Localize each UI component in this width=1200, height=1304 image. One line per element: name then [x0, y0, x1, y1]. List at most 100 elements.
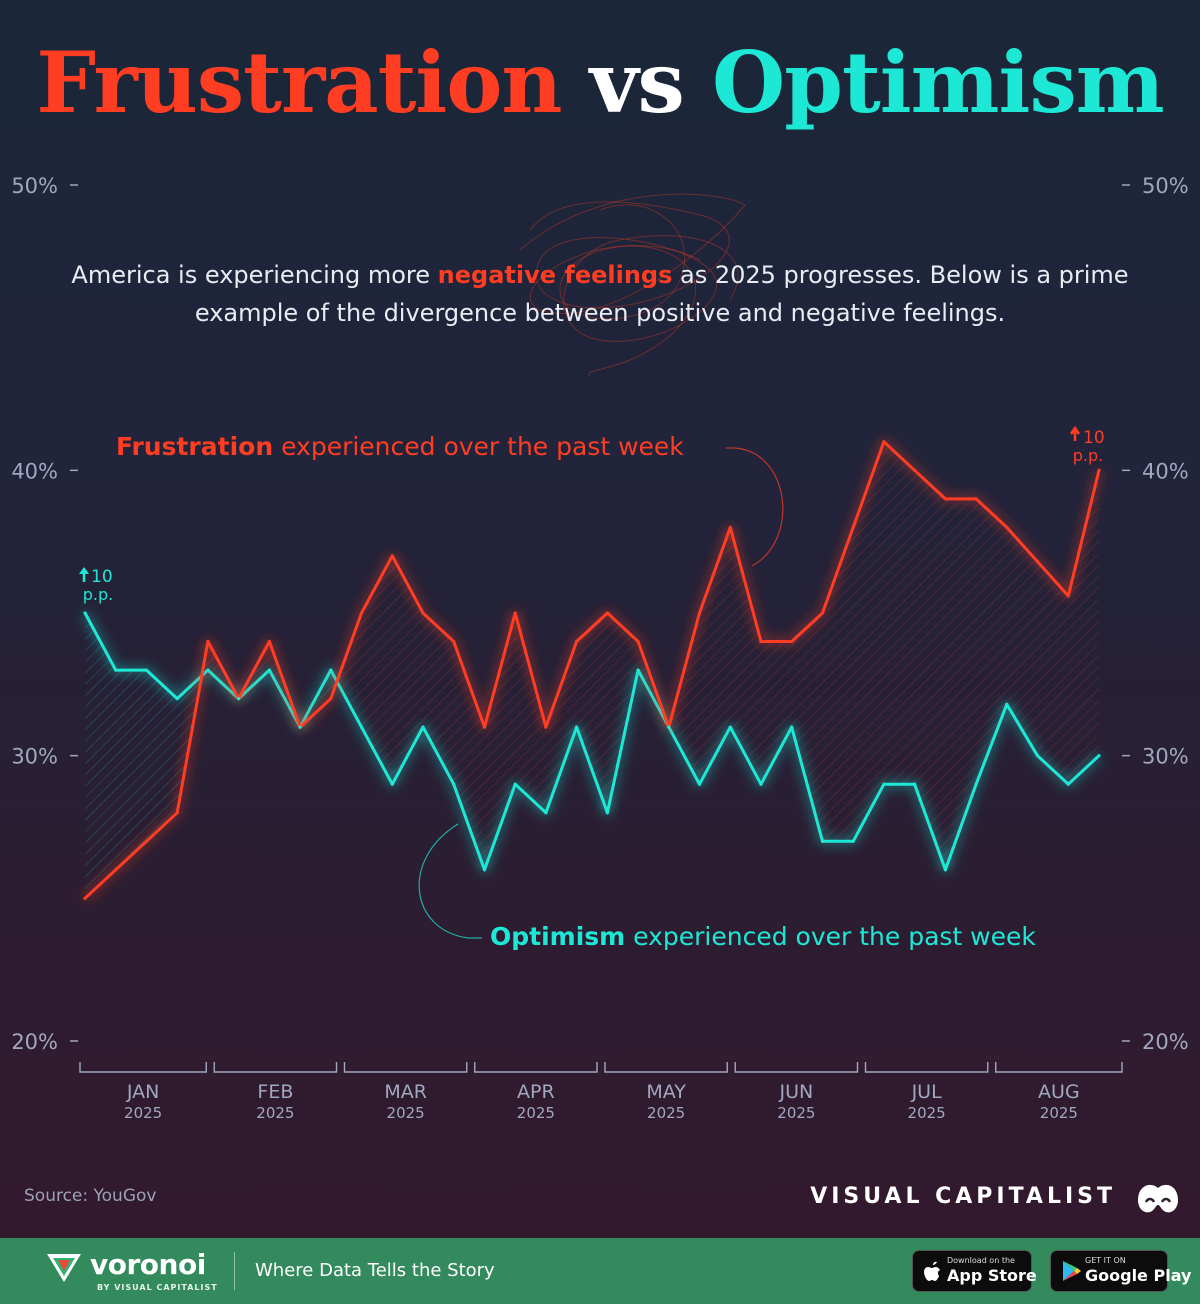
chart-subtitle: America is experiencing more negative fe…	[60, 256, 1140, 332]
data-point-frustration	[1005, 525, 1009, 530]
data-point-frustration	[605, 611, 609, 615]
month-year-label: 2025	[908, 1104, 946, 1122]
month-bracket	[995, 1062, 1123, 1073]
subtitle-highlight: negative feelings	[437, 261, 673, 289]
source-note: Source: YouGov	[24, 1186, 157, 1206]
month-label: FEB	[257, 1081, 293, 1103]
data-point-frustration	[790, 639, 794, 644]
frustration-change-annotation: 10 p.p.	[1070, 426, 1105, 465]
data-point-frustration	[359, 611, 364, 615]
x-axis-months: JAN2025FEB2025MAR2025APR2025MAY2025JUN20…	[79, 1062, 1123, 1122]
data-point-frustration	[267, 639, 271, 644]
svg-text:p.p.: p.p.	[83, 585, 113, 604]
data-point-optimism	[421, 725, 425, 729]
data-point-frustration	[329, 697, 333, 701]
data-point-optimism	[452, 782, 456, 786]
y-tick-label-left: 40%	[11, 459, 58, 483]
data-point-frustration	[513, 611, 517, 615]
svg-text:10: 10	[91, 567, 113, 587]
right-y-axis: 20% 30% 40% 50%	[1122, 174, 1189, 1054]
month-bracket	[734, 1062, 859, 1073]
data-point-optimism	[114, 668, 118, 672]
optimism-change-annotation: 10 p.p.	[79, 567, 113, 604]
optimism-series-label: Optimism experienced over the past week	[490, 922, 1036, 951]
voronoi-wordmark: voronoi	[90, 1248, 206, 1281]
app-store-small-text: Download on the	[947, 1256, 1015, 1265]
series-line-optimism	[83, 612, 1101, 872]
y-tick-label-right: 50%	[1142, 174, 1189, 198]
title-optimism: Optimism	[712, 33, 1165, 132]
data-point-optimism	[1035, 754, 1040, 758]
svg-text:p.p.: p.p.	[1073, 446, 1103, 465]
data-point-frustration	[544, 725, 548, 729]
data-point-frustration	[1066, 594, 1070, 598]
month-year-label: 2025	[647, 1104, 685, 1122]
month-label: APR	[517, 1081, 555, 1103]
footer-divider	[234, 1252, 235, 1290]
title-frustration: Frustration	[36, 33, 562, 132]
data-point-frustration	[575, 639, 579, 644]
data-point-optimism	[575, 725, 579, 729]
data-point-frustration	[851, 525, 855, 530]
y-tick-label-left: 20%	[11, 1030, 58, 1054]
data-point-frustration	[759, 639, 763, 644]
points-frustration	[83, 440, 1101, 900]
y-tick-label-right: 20%	[1142, 1030, 1189, 1054]
data-point-optimism	[943, 868, 947, 872]
google-play-label: Google Play	[1085, 1266, 1192, 1285]
data-point-frustration	[1097, 468, 1101, 472]
month-bracket	[864, 1062, 989, 1073]
data-point-frustration	[697, 611, 702, 615]
month-label: AUG	[1038, 1081, 1080, 1103]
month-bracket	[213, 1062, 338, 1073]
data-point-frustration	[114, 868, 118, 872]
data-point-optimism	[728, 725, 732, 729]
subtitle-text-start: America is experiencing more	[71, 261, 438, 289]
title-vs: vs	[589, 33, 685, 132]
data-point-optimism	[759, 782, 763, 786]
data-point-optimism	[144, 668, 149, 672]
footer-tagline: Where Data Tells the Story	[255, 1260, 495, 1281]
footer-bar: voronoi BY VISUAL CAPITALIST Where Data …	[0, 1238, 1200, 1304]
month-label: MAY	[646, 1081, 686, 1103]
data-point-frustration	[728, 525, 732, 530]
month-year-label: 2025	[1040, 1104, 1078, 1122]
svg-text:10: 10	[1083, 428, 1105, 448]
data-point-optimism	[390, 782, 394, 786]
y-tick-label-left: 50%	[11, 174, 58, 198]
data-point-frustration	[452, 639, 456, 644]
data-point-optimism	[513, 782, 517, 786]
month-year-label: 2025	[256, 1104, 294, 1122]
month-bracket	[79, 1062, 207, 1073]
apple-icon	[924, 1261, 940, 1281]
month-label: JUL	[911, 1081, 943, 1103]
frustration-series-label: Frustration experienced over the past we…	[116, 432, 684, 461]
data-point-frustration	[1035, 560, 1040, 564]
data-point-optimism	[1097, 754, 1101, 758]
data-point-optimism	[544, 811, 548, 815]
y-tick-label-right: 40%	[1142, 459, 1189, 483]
data-point-optimism	[605, 811, 609, 815]
month-year-label: 2025	[517, 1104, 555, 1122]
voronoi-logo-icon	[47, 1254, 81, 1282]
data-point-frustration	[913, 468, 917, 472]
data-point-optimism	[820, 839, 825, 843]
month-year-label: 2025	[124, 1104, 162, 1122]
data-point-frustration	[175, 811, 179, 815]
data-point-optimism	[790, 725, 794, 729]
data-point-optimism	[267, 668, 271, 672]
data-point-optimism	[237, 697, 241, 701]
data-point-frustration	[882, 440, 886, 444]
app-store-button[interactable]: Download on the App Store	[912, 1250, 1037, 1292]
data-point-optimism	[697, 782, 702, 786]
data-point-frustration	[83, 896, 87, 900]
google-play-small-text: GET IT ON	[1085, 1256, 1126, 1265]
month-year-label: 2025	[777, 1104, 815, 1122]
google-play-button[interactable]: GET IT ON Google Play	[1050, 1250, 1191, 1292]
data-point-optimism	[636, 668, 640, 672]
data-point-optimism	[851, 839, 855, 843]
shaded-gap	[85, 441, 1099, 899]
month-label: MAR	[384, 1081, 427, 1103]
line-chart: 20%30%40%50% 20%30%40%50% JAN2025FEB2025…	[11, 174, 1189, 1122]
data-point-frustration	[943, 497, 947, 501]
